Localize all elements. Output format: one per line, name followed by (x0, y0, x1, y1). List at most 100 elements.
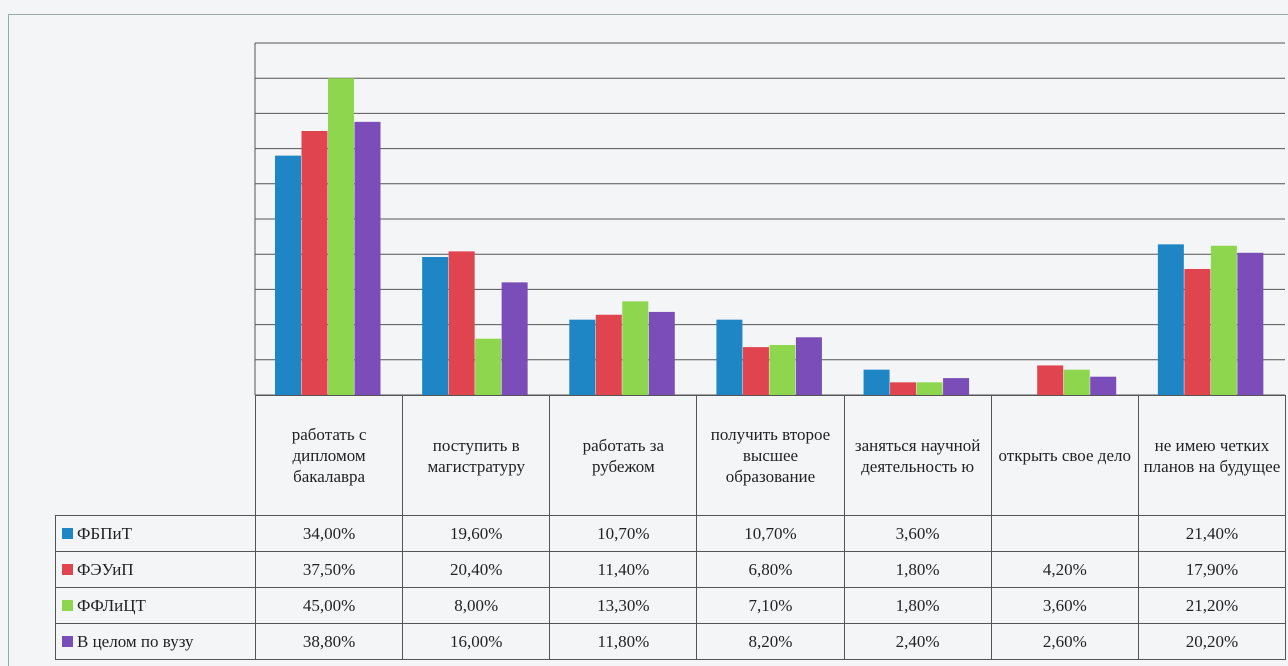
value-cell-text: 20,20% (1185, 632, 1239, 651)
bar (301, 131, 328, 395)
category-label-text: открыть свое дело (998, 446, 1131, 465)
legend-label: ФБПиТ (77, 524, 132, 543)
value-cell-text: 1,80% (895, 560, 940, 579)
bar (648, 311, 675, 395)
legend-swatch (62, 600, 73, 611)
value-cell-text: 11,80% (597, 632, 650, 651)
value-cell-text: 21,20% (1185, 596, 1239, 615)
value-cell-text: 8,20% (748, 632, 793, 651)
value-cell: 2,60% (990, 623, 1139, 660)
bar (622, 301, 649, 395)
bar (1157, 244, 1184, 395)
value-cell: 21,40% (1137, 515, 1286, 552)
value-cell-text: 1,80% (895, 596, 940, 615)
legend-label: ФЭУиП (77, 560, 134, 579)
value-cell: 16,00% (402, 623, 551, 660)
value-cell-text: 13,30% (597, 596, 650, 615)
bar (475, 338, 502, 395)
value-cell: 34,00% (255, 515, 404, 552)
bar (1063, 369, 1090, 395)
value-cell-text: 38,80% (302, 632, 356, 651)
bar (328, 78, 354, 395)
bar (916, 382, 943, 395)
bar (422, 257, 449, 395)
legend-entry: ФБПиТ (55, 515, 256, 552)
value-cell: 21,20% (1137, 587, 1286, 624)
bar (595, 314, 622, 395)
value-cell-text: 20,40% (450, 560, 503, 579)
value-cell: 10,70% (549, 515, 698, 552)
value-cell: 20,40% (402, 551, 551, 588)
value-cell: 37,50% (255, 551, 404, 588)
category-label: работать за рубежом (549, 395, 698, 516)
value-cell: 8,20% (696, 623, 845, 660)
value-cell: 2,40% (843, 623, 992, 660)
value-cell: 3,60% (843, 515, 992, 552)
value-cell-text: 2,60% (1042, 632, 1087, 651)
category-label: открыть свое дело (990, 395, 1139, 516)
value-cell-text: 3,60% (895, 524, 940, 543)
value-cell: 17,90% (1137, 551, 1286, 588)
value-cell: 1,80% (843, 551, 992, 588)
bar (769, 345, 796, 395)
bar (275, 155, 301, 395)
legend-label: ФФЛиЦТ (77, 596, 146, 615)
value-cell: 11,80% (549, 623, 698, 660)
value-cell-text: 17,90% (1185, 560, 1239, 579)
value-cell-text: 3,60% (1042, 596, 1087, 615)
value-cell-text: 45,00% (302, 596, 356, 615)
value-cell: 3,60% (990, 587, 1139, 624)
value-cell-text: 34,00% (302, 524, 356, 543)
value-cell-text: 4,20% (1042, 560, 1087, 579)
value-cell: 1,80% (843, 587, 992, 624)
value-cell-text: 7,10% (748, 596, 793, 615)
category-label-text: заняться научной деятельность ю (854, 435, 981, 476)
value-cell: 11,40% (549, 551, 698, 588)
bar (716, 319, 743, 395)
category-label: не имею четких планов на будущее (1137, 395, 1286, 516)
value-cell-text: 11,40% (597, 560, 650, 579)
value-cell: 8,00% (402, 587, 551, 624)
value-cell-text: 16,00% (450, 632, 503, 651)
value-cell: 20,20% (1137, 623, 1286, 660)
category-label: заняться научной деятельность ю (843, 395, 992, 516)
bar (795, 337, 822, 395)
bar (890, 382, 917, 395)
category-label: получить второе высшее образование (696, 395, 845, 516)
bar (1090, 376, 1117, 395)
category-label-text: поступить в магистратуру (427, 435, 525, 476)
value-cell: 19,60% (402, 515, 551, 552)
value-cell-text: 19,60% (450, 524, 503, 543)
category-label: поступить в магистратуру (402, 395, 551, 516)
legend-swatch (62, 528, 73, 539)
value-cell: 38,80% (255, 623, 404, 660)
legend-label: В целом по вузу (77, 632, 194, 651)
bar (354, 121, 381, 396)
category-label-text: не имею четких планов на будущее (1143, 435, 1281, 476)
bar (1210, 245, 1237, 395)
legend-swatch (62, 564, 73, 575)
value-cell-text: 6,80% (748, 560, 793, 579)
bar (863, 369, 890, 395)
legend-entry: В целом по вузу (55, 623, 256, 660)
category-label-text: работать с дипломом бакалавра (291, 425, 367, 486)
value-cell (990, 515, 1139, 552)
value-cell: 45,00% (255, 587, 404, 624)
value-cell: 4,20% (990, 551, 1139, 588)
bar (943, 378, 970, 395)
bar (569, 319, 596, 395)
value-cell-text: 10,70% (744, 524, 797, 543)
value-cell: 6,80% (696, 551, 845, 588)
value-cell: 13,30% (549, 587, 698, 624)
value-cell-text: 37,50% (302, 560, 356, 579)
category-label-text: работать за рубежом (582, 435, 665, 476)
value-cell: 7,10% (696, 587, 845, 624)
value-cell-text: 2,40% (895, 632, 940, 651)
value-cell-text: 10,70% (597, 524, 650, 543)
bar (1237, 252, 1264, 395)
legend-entry: ФФЛиЦТ (55, 587, 256, 624)
category-label-text: получить второе высшее образование (710, 425, 831, 486)
value-cell-text: 21,40% (1185, 524, 1239, 543)
category-label: работать с дипломом бакалавра (255, 395, 404, 516)
